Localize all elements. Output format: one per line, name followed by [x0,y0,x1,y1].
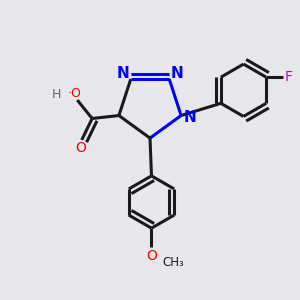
Text: N: N [117,66,130,81]
Text: ·O: ·O [68,87,81,100]
Text: F: F [285,70,293,84]
Text: N: N [170,66,183,81]
Text: H: H [52,88,61,101]
Text: N: N [184,110,196,125]
Text: O: O [76,141,87,155]
Text: CH₃: CH₃ [163,256,184,269]
Text: O: O [146,249,157,263]
